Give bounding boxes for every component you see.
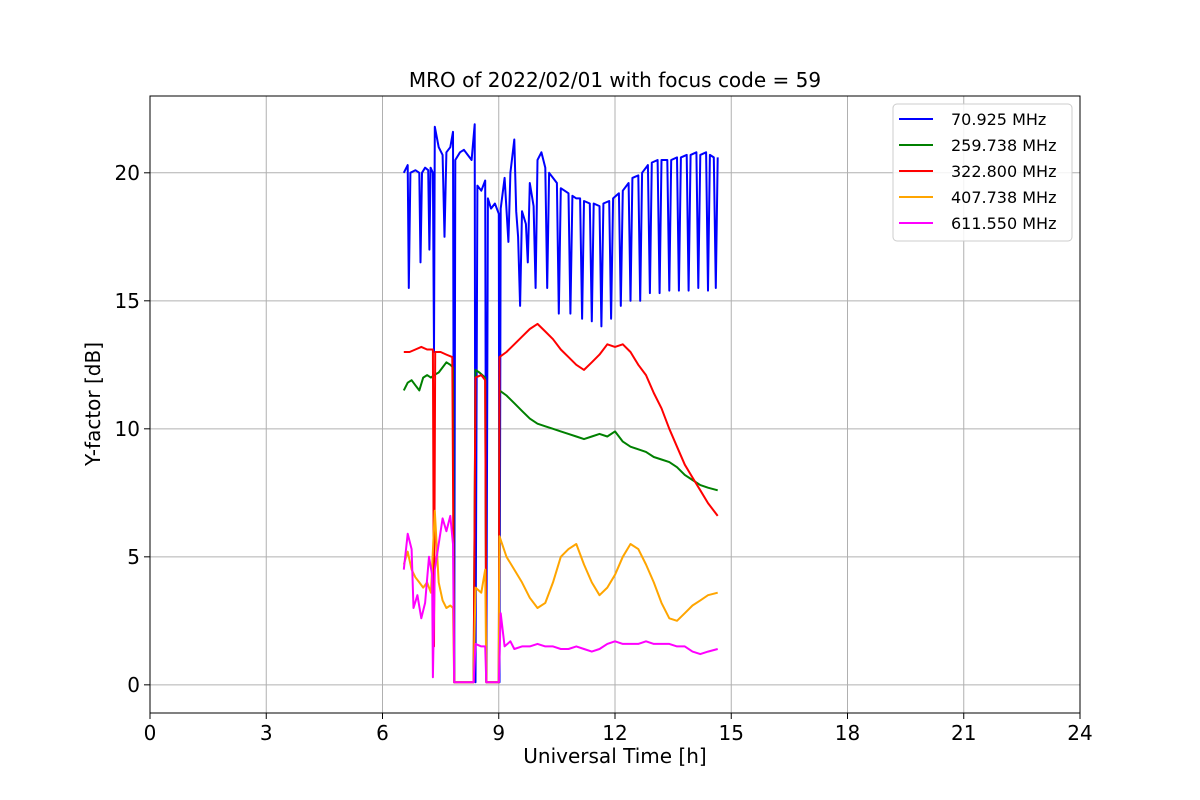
y-tick-label: 15 (115, 289, 140, 313)
series-line-0 (402, 123, 719, 684)
series-line-2 (403, 322, 719, 684)
legend-label-3: 407.738 MHz (951, 188, 1056, 207)
legend-label-0: 70.925 MHz (951, 110, 1046, 129)
series-layer (402, 123, 719, 684)
x-tick-label: 6 (376, 721, 389, 745)
y-tick-label: 0 (127, 673, 140, 697)
x-tick-label: 15 (719, 721, 744, 745)
y-axis-label: Y-factor [dB] (81, 342, 105, 467)
x-tick-label: 0 (144, 721, 157, 745)
x-tick-label: 24 (1067, 721, 1092, 745)
chart-title: MRO of 2022/02/01 with focus code = 59 (409, 68, 821, 92)
x-tick-label: 21 (951, 721, 976, 745)
x-tick-label: 18 (835, 721, 860, 745)
ticks: 0 3 6 9 12 15 18 21 24 0 5 10 15 20 (115, 161, 1093, 745)
legend-label-2: 322.800 MHz (951, 162, 1056, 181)
x-tick-label: 9 (492, 721, 505, 745)
y-tick-label: 20 (115, 161, 140, 185)
x-tick-label: 12 (602, 721, 627, 745)
series-line-4 (402, 514, 718, 684)
series-line-3 (402, 509, 718, 684)
x-axis-label: Universal Time [h] (523, 744, 706, 768)
y-tick-label: 5 (127, 545, 140, 569)
legend-label-4: 611.550 MHz (951, 214, 1056, 233)
legend-label-1: 259.738 MHz (951, 136, 1056, 155)
y-tick-label: 10 (115, 417, 140, 441)
x-tick-label: 3 (260, 721, 273, 745)
legend: 70.925 MHz 259.738 MHz 322.800 MHz 407.738 … (892, 103, 1073, 242)
legend-box (892, 103, 1073, 242)
